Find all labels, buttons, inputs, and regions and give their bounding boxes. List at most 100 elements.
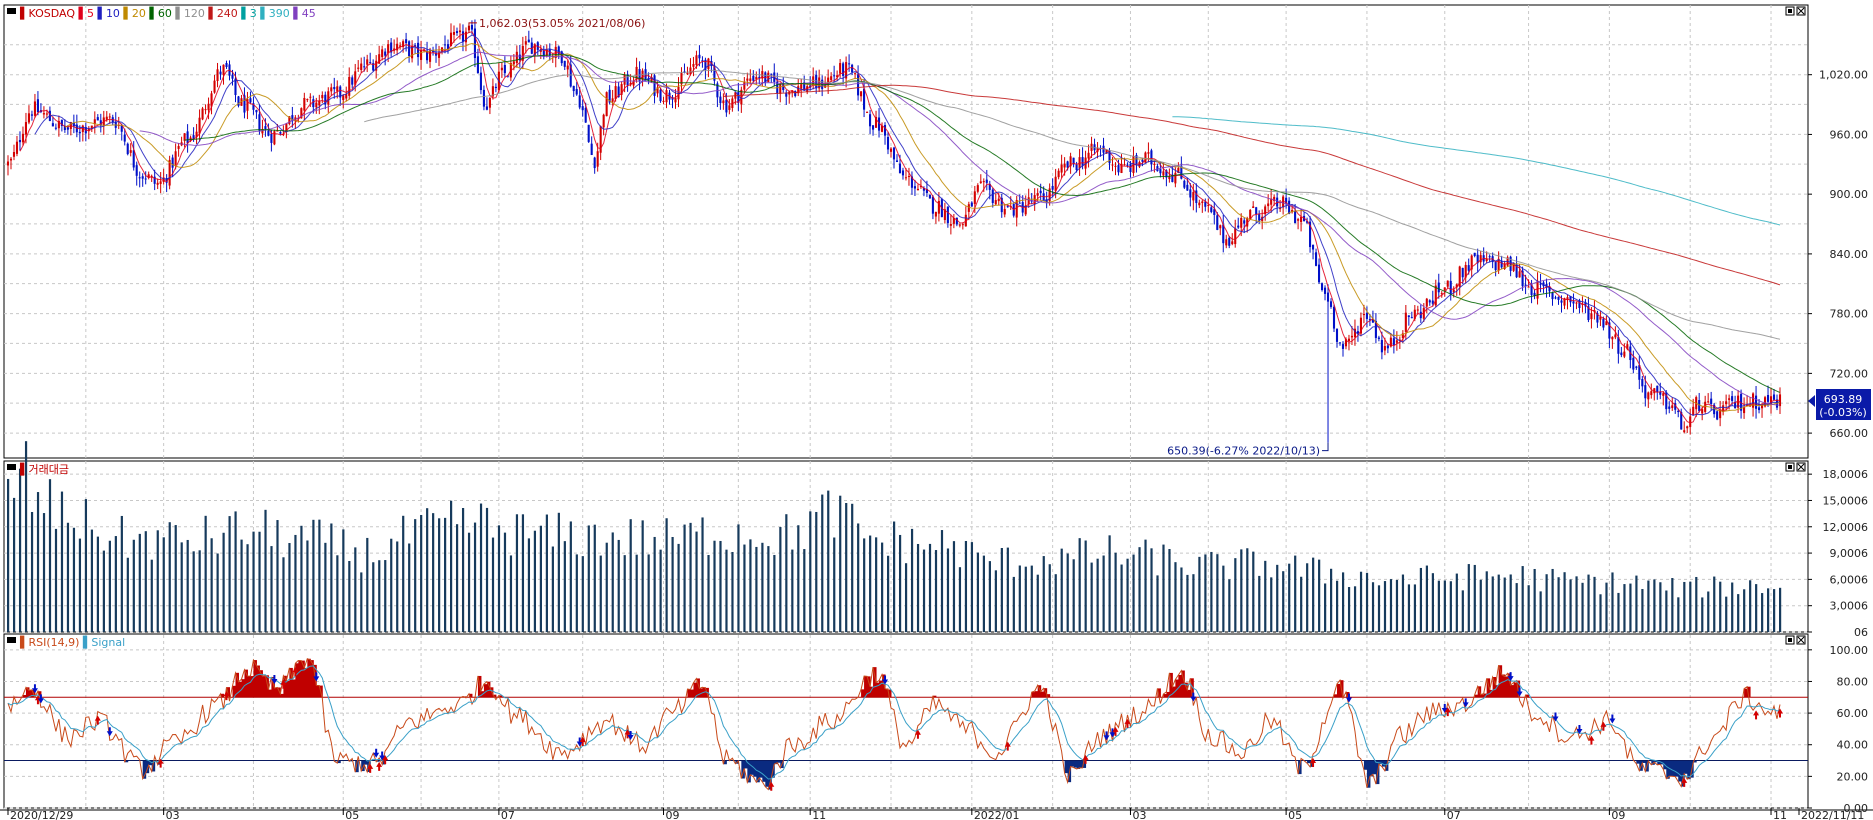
overbought-fill [864, 676, 868, 698]
y-tick-label: 20.00 [1837, 770, 1869, 783]
volume-bar [1365, 572, 1369, 632]
candle [264, 126, 267, 129]
buy-arrow-icon [34, 695, 41, 705]
y-tick-label: 15,0006 [1823, 494, 1869, 507]
oversold-fill [337, 760, 341, 764]
oversold-fill [1666, 760, 1670, 779]
overbought-fill [292, 679, 296, 698]
candle [12, 152, 16, 157]
volume-bar [252, 531, 255, 632]
volume-bar [1443, 580, 1446, 632]
candle [1389, 337, 1392, 347]
overbought-fill [1169, 672, 1173, 698]
candle [836, 75, 839, 78]
panel-buttons[interactable] [1785, 6, 1806, 645]
volume-bar [1359, 571, 1363, 632]
candle [1461, 267, 1464, 278]
overbought-fill [486, 681, 491, 698]
buy-arrow-icon [280, 679, 287, 689]
candle [174, 151, 177, 165]
overbought-fill [1037, 685, 1042, 698]
candle [767, 72, 770, 83]
y-tick-label: 900.00 [1830, 188, 1869, 201]
candle [42, 113, 45, 115]
price-panel[interactable] [6, 19, 1782, 443]
volume-bar [342, 529, 345, 632]
candle [1757, 407, 1761, 411]
volume-bar [928, 543, 932, 632]
candle [1701, 409, 1704, 414]
volume-bar [593, 524, 596, 632]
y-tick-label: 3,0006 [1830, 600, 1869, 613]
panel-handle-icon[interactable] [7, 8, 16, 14]
volume-bar [1683, 581, 1686, 632]
candle [617, 86, 620, 98]
volume-bar [234, 511, 237, 632]
volume-bar [1306, 563, 1309, 632]
volume-bar [1539, 591, 1542, 632]
buy-arrow-icon [1600, 721, 1607, 731]
candle [309, 96, 312, 98]
volume-panel[interactable] [7, 441, 1782, 632]
candle [650, 76, 653, 82]
overbought-fill [22, 694, 27, 698]
volume-bar [1336, 580, 1339, 632]
legend-marker: ▌ [290, 6, 302, 20]
candle [1518, 271, 1521, 278]
volume-bar [557, 512, 560, 632]
volume-bar [318, 519, 321, 632]
volume-bar [366, 537, 369, 632]
volume-bar [1695, 576, 1698, 632]
volume-bar [958, 567, 962, 632]
oversold-fill [1363, 760, 1368, 770]
volume-bar [533, 530, 537, 632]
volume-bar [1006, 547, 1009, 632]
candle [1150, 150, 1153, 165]
overbought-fill [1525, 694, 1530, 698]
volume-bar [1497, 574, 1500, 632]
candle [1677, 410, 1680, 413]
oversold-fill [151, 760, 156, 772]
candle [479, 72, 482, 91]
candle [255, 110, 258, 113]
volume-bar [791, 549, 794, 632]
candle [961, 224, 964, 226]
overbought-fill [301, 660, 305, 698]
candle [96, 117, 99, 121]
volume-bar [851, 503, 854, 632]
oversold-fill [1372, 760, 1377, 775]
x-tick-label: 05 [345, 809, 359, 820]
candle [659, 89, 662, 102]
overbought-fill [283, 675, 287, 698]
overbought-fill [235, 672, 239, 698]
candle [707, 58, 710, 70]
oversold-fill [774, 760, 778, 765]
volume-bar [294, 534, 297, 632]
candle [1063, 163, 1066, 168]
overbought-fill [1337, 683, 1341, 698]
overbought-fill [1175, 679, 1179, 698]
volume-bar [455, 524, 459, 632]
volume-bar [821, 494, 824, 632]
candle [138, 177, 141, 179]
volume-bar [1024, 566, 1027, 632]
panel-handle-icon[interactable] [7, 464, 16, 470]
candle [1060, 164, 1063, 173]
volume-bar [1048, 564, 1051, 632]
candle [1449, 280, 1452, 294]
volume-bar [1270, 577, 1273, 632]
oversold-fill [124, 760, 129, 763]
candle [1186, 184, 1189, 191]
candle [153, 176, 156, 184]
candle [680, 73, 683, 85]
overbought-fill [274, 687, 278, 698]
candle [1551, 292, 1554, 300]
rsi-panel[interactable] [4, 658, 1808, 791]
candle [1524, 284, 1527, 286]
candle [1051, 186, 1054, 190]
candle [557, 46, 560, 54]
panel-handle-icon[interactable] [7, 637, 16, 643]
candle [476, 56, 479, 74]
volume-bar [1473, 564, 1476, 632]
